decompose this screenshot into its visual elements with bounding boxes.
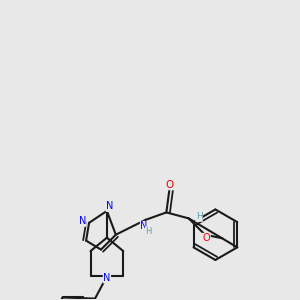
Text: N: N bbox=[79, 216, 86, 226]
Text: H: H bbox=[145, 226, 152, 236]
Text: N: N bbox=[106, 202, 114, 212]
Text: N: N bbox=[140, 221, 148, 231]
Text: H: H bbox=[196, 212, 202, 221]
Text: O: O bbox=[165, 180, 173, 190]
Text: N: N bbox=[103, 273, 111, 283]
Text: O: O bbox=[203, 233, 210, 243]
